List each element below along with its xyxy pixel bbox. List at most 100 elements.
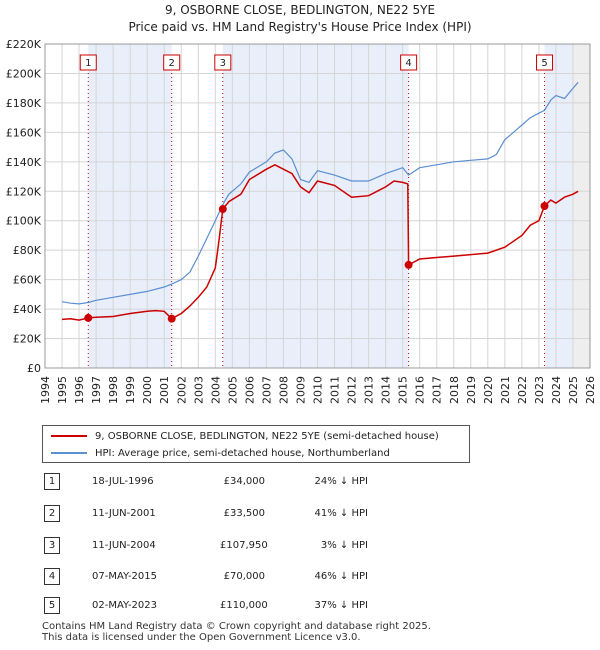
table-row: 1 18-JUL-1996 £34,000 24% ↓ HPI <box>40 473 460 493</box>
x-tick-label: 2001 <box>158 376 171 404</box>
table-row: 4 07-MAY-2015 £70,000 46% ↓ HPI <box>40 568 460 588</box>
y-tick-label: £160K <box>6 126 42 139</box>
sale-number-badge: 5 <box>44 597 60 614</box>
y-tick-label: £20K <box>13 333 42 346</box>
x-tick-label: 2024 <box>550 376 563 404</box>
x-tick-label: 2016 <box>414 376 427 404</box>
y-tick-label: £180K <box>6 97 42 110</box>
x-tick-label: 1999 <box>124 376 137 404</box>
hpi-line <box>61 81 579 305</box>
x-tick-label: 2000 <box>141 376 154 404</box>
footer-licence: This data is licensed under the Open Gov… <box>42 632 361 643</box>
y-tick-label: £60K <box>13 274 42 287</box>
sale-hpi-diff: 24% ↓ HPI <box>314 476 368 487</box>
legend-blue-line-icon <box>51 452 87 454</box>
x-tick-label: 2002 <box>175 376 188 404</box>
x-tick-label: 2004 <box>209 376 222 404</box>
y-tick-label: £200K <box>6 67 42 80</box>
sale-marker-label: 3 <box>220 58 226 69</box>
plot-border <box>44 43 591 369</box>
sale-marker-box <box>536 54 554 71</box>
y-tick-label: £40K <box>13 303 42 316</box>
x-tick-label: 2022 <box>516 376 529 404</box>
sale-number-badge: 1 <box>44 473 60 490</box>
sale-point <box>84 313 93 322</box>
x-tick-label: 1996 <box>73 376 86 404</box>
sale-price: £34,000 <box>223 476 265 487</box>
x-tick-label: 2005 <box>226 376 239 404</box>
sale-date: 11-JUN-2001 <box>92 508 156 519</box>
x-tick-label: 2012 <box>346 376 359 404</box>
x-tick-label: 2013 <box>363 376 376 404</box>
x-tick-label: 1997 <box>90 376 103 404</box>
price-chart: £0 £20K £40K £60K £80K £100K £120K £140K £160K £1… <box>6 38 597 404</box>
x-tick-label: 2025 <box>567 376 580 404</box>
legend-red-line-icon <box>51 435 87 437</box>
x-tick-label: 1994 <box>39 376 52 404</box>
sale-price: £33,500 <box>223 508 265 519</box>
footer: Contains HM Land Registry data © Crown c… <box>42 621 431 643</box>
x-tick-label: 2021 <box>499 376 512 404</box>
x-tick-label: 2008 <box>277 376 290 404</box>
sale-hpi-diff: 37% ↓ HPI <box>314 600 368 611</box>
legend-item-sale: 9, OSBORNE CLOSE, BEDLINGTON, NE22 5YE (… <box>51 428 439 444</box>
y-tick-label: £120K <box>6 185 42 198</box>
x-tick-label: 2011 <box>329 376 342 404</box>
sale-marker-label: 2 <box>169 58 175 69</box>
x-tick-label: 2017 <box>431 376 444 404</box>
sale-marker-box <box>79 54 97 71</box>
x-tick-label: 2018 <box>448 376 461 404</box>
sale-date: 11-JUN-2004 <box>92 540 156 551</box>
legend: 9, OSBORNE CLOSE, BEDLINGTON, NE22 5YE (… <box>42 425 470 463</box>
legend-item-hpi: HPI: Average price, semi-detached house,… <box>51 445 390 461</box>
sale-number-badge: 3 <box>44 537 60 554</box>
chart-subtitle: Price paid vs. HM Land Registry's House … <box>128 20 472 34</box>
x-tick-label: 2009 <box>294 376 307 404</box>
legend-hpi-label: HPI: Average price, semi-detached house,… <box>95 447 390 459</box>
sale-point <box>404 260 413 269</box>
x-tick-label: 2007 <box>260 376 273 404</box>
x-tick-label: 2010 <box>312 376 325 404</box>
table-row: 2 11-JUN-2001 £33,500 41% ↓ HPI <box>40 505 460 525</box>
sale-point <box>167 314 176 323</box>
sale-hpi-diff: 3% ↓ HPI <box>320 540 368 551</box>
sale-point <box>218 205 227 214</box>
footer-copyright: Contains HM Land Registry data © Crown c… <box>42 621 431 632</box>
x-tick-label: 2026 <box>584 376 597 404</box>
y-tick-label: £80K <box>13 244 42 257</box>
y-tick-label: £0 <box>27 362 41 375</box>
sale-marker-box <box>400 54 418 71</box>
sale-hpi-diff: 41% ↓ HPI <box>314 508 368 519</box>
x-tick-label: 1995 <box>56 376 69 404</box>
price-paid-line <box>61 163 579 321</box>
table-row: 3 11-JUN-2004 £107,950 3% ↓ HPI <box>40 537 460 557</box>
sale-date: 18-JUL-1996 <box>92 476 154 487</box>
sale-number-badge: 4 <box>44 568 60 585</box>
x-tick-label: 2006 <box>243 376 256 404</box>
x-tick-label: 2019 <box>465 376 478 404</box>
sale-price: £110,000 <box>220 600 268 611</box>
sale-date: 02-MAY-2023 <box>92 600 158 611</box>
sale-point <box>540 202 549 210</box>
sale-marker-box <box>163 54 181 71</box>
sale-hpi-diff: 46% ↓ HPI <box>314 571 368 582</box>
x-tick-label: 2023 <box>533 376 546 404</box>
x-tick-label: 2003 <box>192 376 205 404</box>
x-tick-label: 2014 <box>380 376 393 404</box>
sale-marker-label: 1 <box>85 58 91 69</box>
y-tick-label: £220K <box>6 38 42 51</box>
x-tick-label: 2015 <box>397 376 410 404</box>
sale-date: 07-MAY-2015 <box>92 571 158 582</box>
legend-sale-label: 9, OSBORNE CLOSE, BEDLINGTON, NE22 5YE (… <box>95 430 439 442</box>
sale-price: £70,000 <box>223 571 265 582</box>
y-tick-label: £100K <box>6 215 42 228</box>
sale-marker-label: 4 <box>405 58 411 69</box>
x-tick-label: 2020 <box>482 376 495 404</box>
table-row: 5 02-MAY-2023 £110,000 37% ↓ HPI <box>40 597 460 617</box>
sale-price: £107,950 <box>220 540 268 551</box>
chart-title: 9, OSBORNE CLOSE, BEDLINGTON, NE22 5YE <box>164 3 436 17</box>
ownership-shade <box>222 44 409 368</box>
sale-marker-box <box>214 54 232 71</box>
x-tick-label: 1998 <box>107 376 120 404</box>
sale-marker-label: 5 <box>541 58 547 69</box>
